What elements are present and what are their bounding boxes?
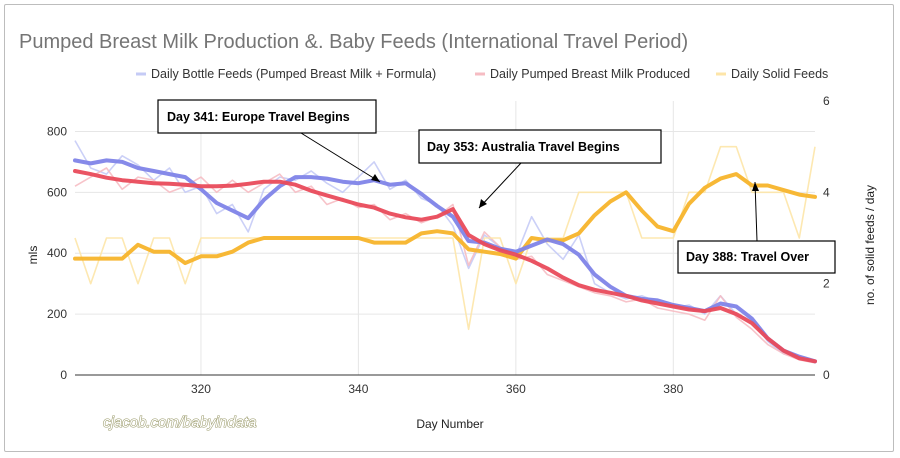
smoothed-series-lines	[73, 158, 817, 364]
y2-tick-label: 2	[823, 277, 830, 291]
x-axis-title: Day Number	[416, 417, 483, 431]
annotation-box-travel-over	[677, 240, 836, 274]
series-line-pumped-milk	[73, 169, 817, 364]
annotation-europe: Day 341: Europe Travel Begins	[167, 110, 350, 124]
y-tick-label: 0	[60, 368, 67, 382]
y-tick-label: 400	[47, 246, 67, 260]
annotation-arrow-australia	[478, 162, 522, 209]
x-tick-label: 340	[348, 382, 368, 396]
annotation-travel-over: Day 388: Travel Over	[686, 250, 809, 264]
y2-tick-label: 6	[823, 94, 830, 108]
y2-axis-title: no. of solid feeds / day	[863, 185, 877, 305]
x-tick-label: 320	[191, 382, 211, 396]
chart-title: Pumped Breast Milk Production &. Baby Fe…	[19, 31, 688, 53]
annotations: Day 341: Europe Travel Begins Day 353: A…	[157, 99, 836, 274]
y2-axis-ticks: 0 2 4 6	[823, 94, 830, 382]
legend: Daily Bottle Feeds (Pumped Breast Milk +…	[136, 67, 828, 81]
x-tick-label: 380	[663, 382, 683, 396]
annotation-box-australia	[418, 129, 662, 164]
y-tick-label: 800	[47, 124, 67, 138]
y-tick-label: 600	[47, 185, 67, 199]
series-line-solid-feeds	[73, 172, 817, 266]
y-axis-ticks: 0 200 400 600 800	[47, 124, 67, 382]
x-axis-ticks: 320 340 360 380	[191, 382, 684, 396]
y2-tick-label: 0	[823, 368, 830, 382]
y-tick-label: 200	[47, 307, 67, 321]
x-tick-label: 360	[506, 382, 526, 396]
annotation-arrow-travel-over	[754, 181, 758, 242]
legend-label-bottle-feeds: Daily Bottle Feeds (Pumped Breast Milk +…	[151, 67, 436, 81]
y-axis-title: mls	[26, 246, 40, 265]
annotation-box-europe	[157, 99, 377, 134]
annotation-australia: Day 353: Australia Travel Begins	[427, 140, 620, 154]
legend-label-pumped-milk: Daily Pumped Breast Milk Produced	[490, 67, 690, 81]
chart-frame: Pumped Breast Milk Production &. Baby Fe…	[4, 4, 894, 452]
annotation-arrowhead-europe	[371, 174, 380, 182]
watermark: cjacob.com/babyindata	[103, 414, 256, 431]
chart-canvas: Pumped Breast Milk Production &. Baby Fe…	[19, 31, 877, 432]
annotation-arrowhead-travel-over	[752, 182, 759, 191]
legend-label-solid-feeds: Daily Solid Feeds	[731, 67, 828, 81]
annotation-arrow-europe	[300, 132, 381, 183]
series-raw-solid-feeds	[74, 145, 816, 331]
y2-tick-label: 4	[823, 185, 830, 199]
annotation-arrowhead-australia	[479, 199, 487, 208]
